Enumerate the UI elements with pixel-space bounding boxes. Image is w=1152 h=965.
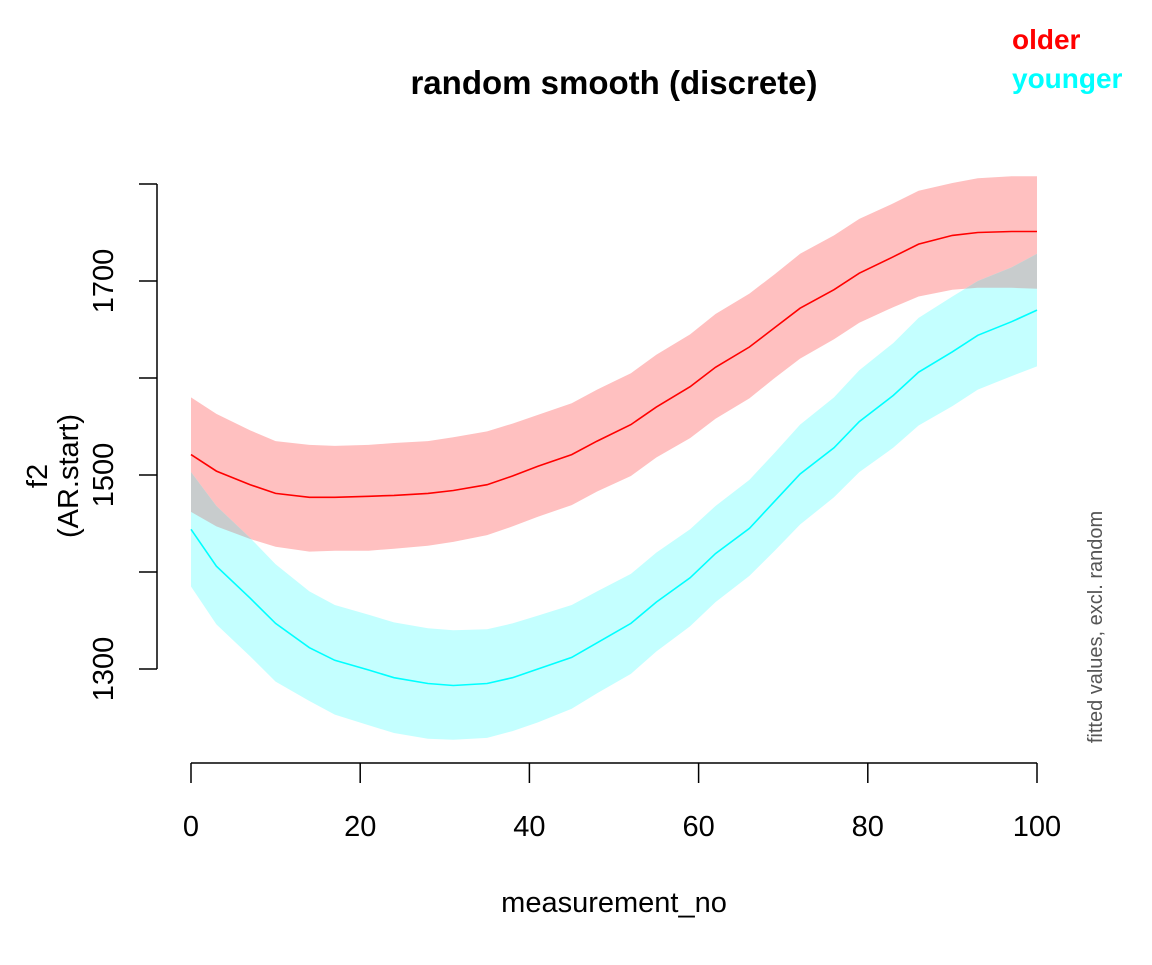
plot-bands xyxy=(191,176,1037,740)
x-tick-label: 20 xyxy=(344,811,376,843)
y-tick-label: 1700 xyxy=(88,249,120,314)
x-tick-label: 0 xyxy=(183,811,199,843)
line-older xyxy=(190,230,1037,499)
x-axis: 0 20 40 60 80 100 xyxy=(183,762,1061,843)
x-tick-label: 80 xyxy=(852,811,884,843)
y-tick-label: 1300 xyxy=(88,637,120,702)
y-axis: 1300 1500 1700 xyxy=(88,183,158,702)
legend-item-younger: younger xyxy=(1012,63,1123,94)
band-older xyxy=(191,176,1037,552)
x-tick-label: 100 xyxy=(1013,811,1061,843)
band-overlap xyxy=(191,253,1037,540)
legend: older younger xyxy=(1012,24,1123,94)
chart-title: random smooth (discrete) xyxy=(410,64,817,101)
x-tick-label: 40 xyxy=(513,811,545,843)
x-axis-label: measurement_no xyxy=(501,887,727,919)
line-younger xyxy=(190,309,1038,687)
band-overlap-region xyxy=(965,253,1037,289)
band-younger xyxy=(191,253,1037,740)
plot-lines xyxy=(190,230,1038,687)
legend-item-older: older xyxy=(1012,24,1081,55)
side-note: fitted values, excl. random xyxy=(1085,511,1107,743)
x-tick-label: 60 xyxy=(682,811,714,843)
y-tick-label: 1500 xyxy=(88,443,120,508)
y-axis-label-line1: f2 xyxy=(22,464,54,488)
band-overlap-region xyxy=(191,472,252,540)
y-axis-label-line2: (AR.start) xyxy=(53,414,85,538)
